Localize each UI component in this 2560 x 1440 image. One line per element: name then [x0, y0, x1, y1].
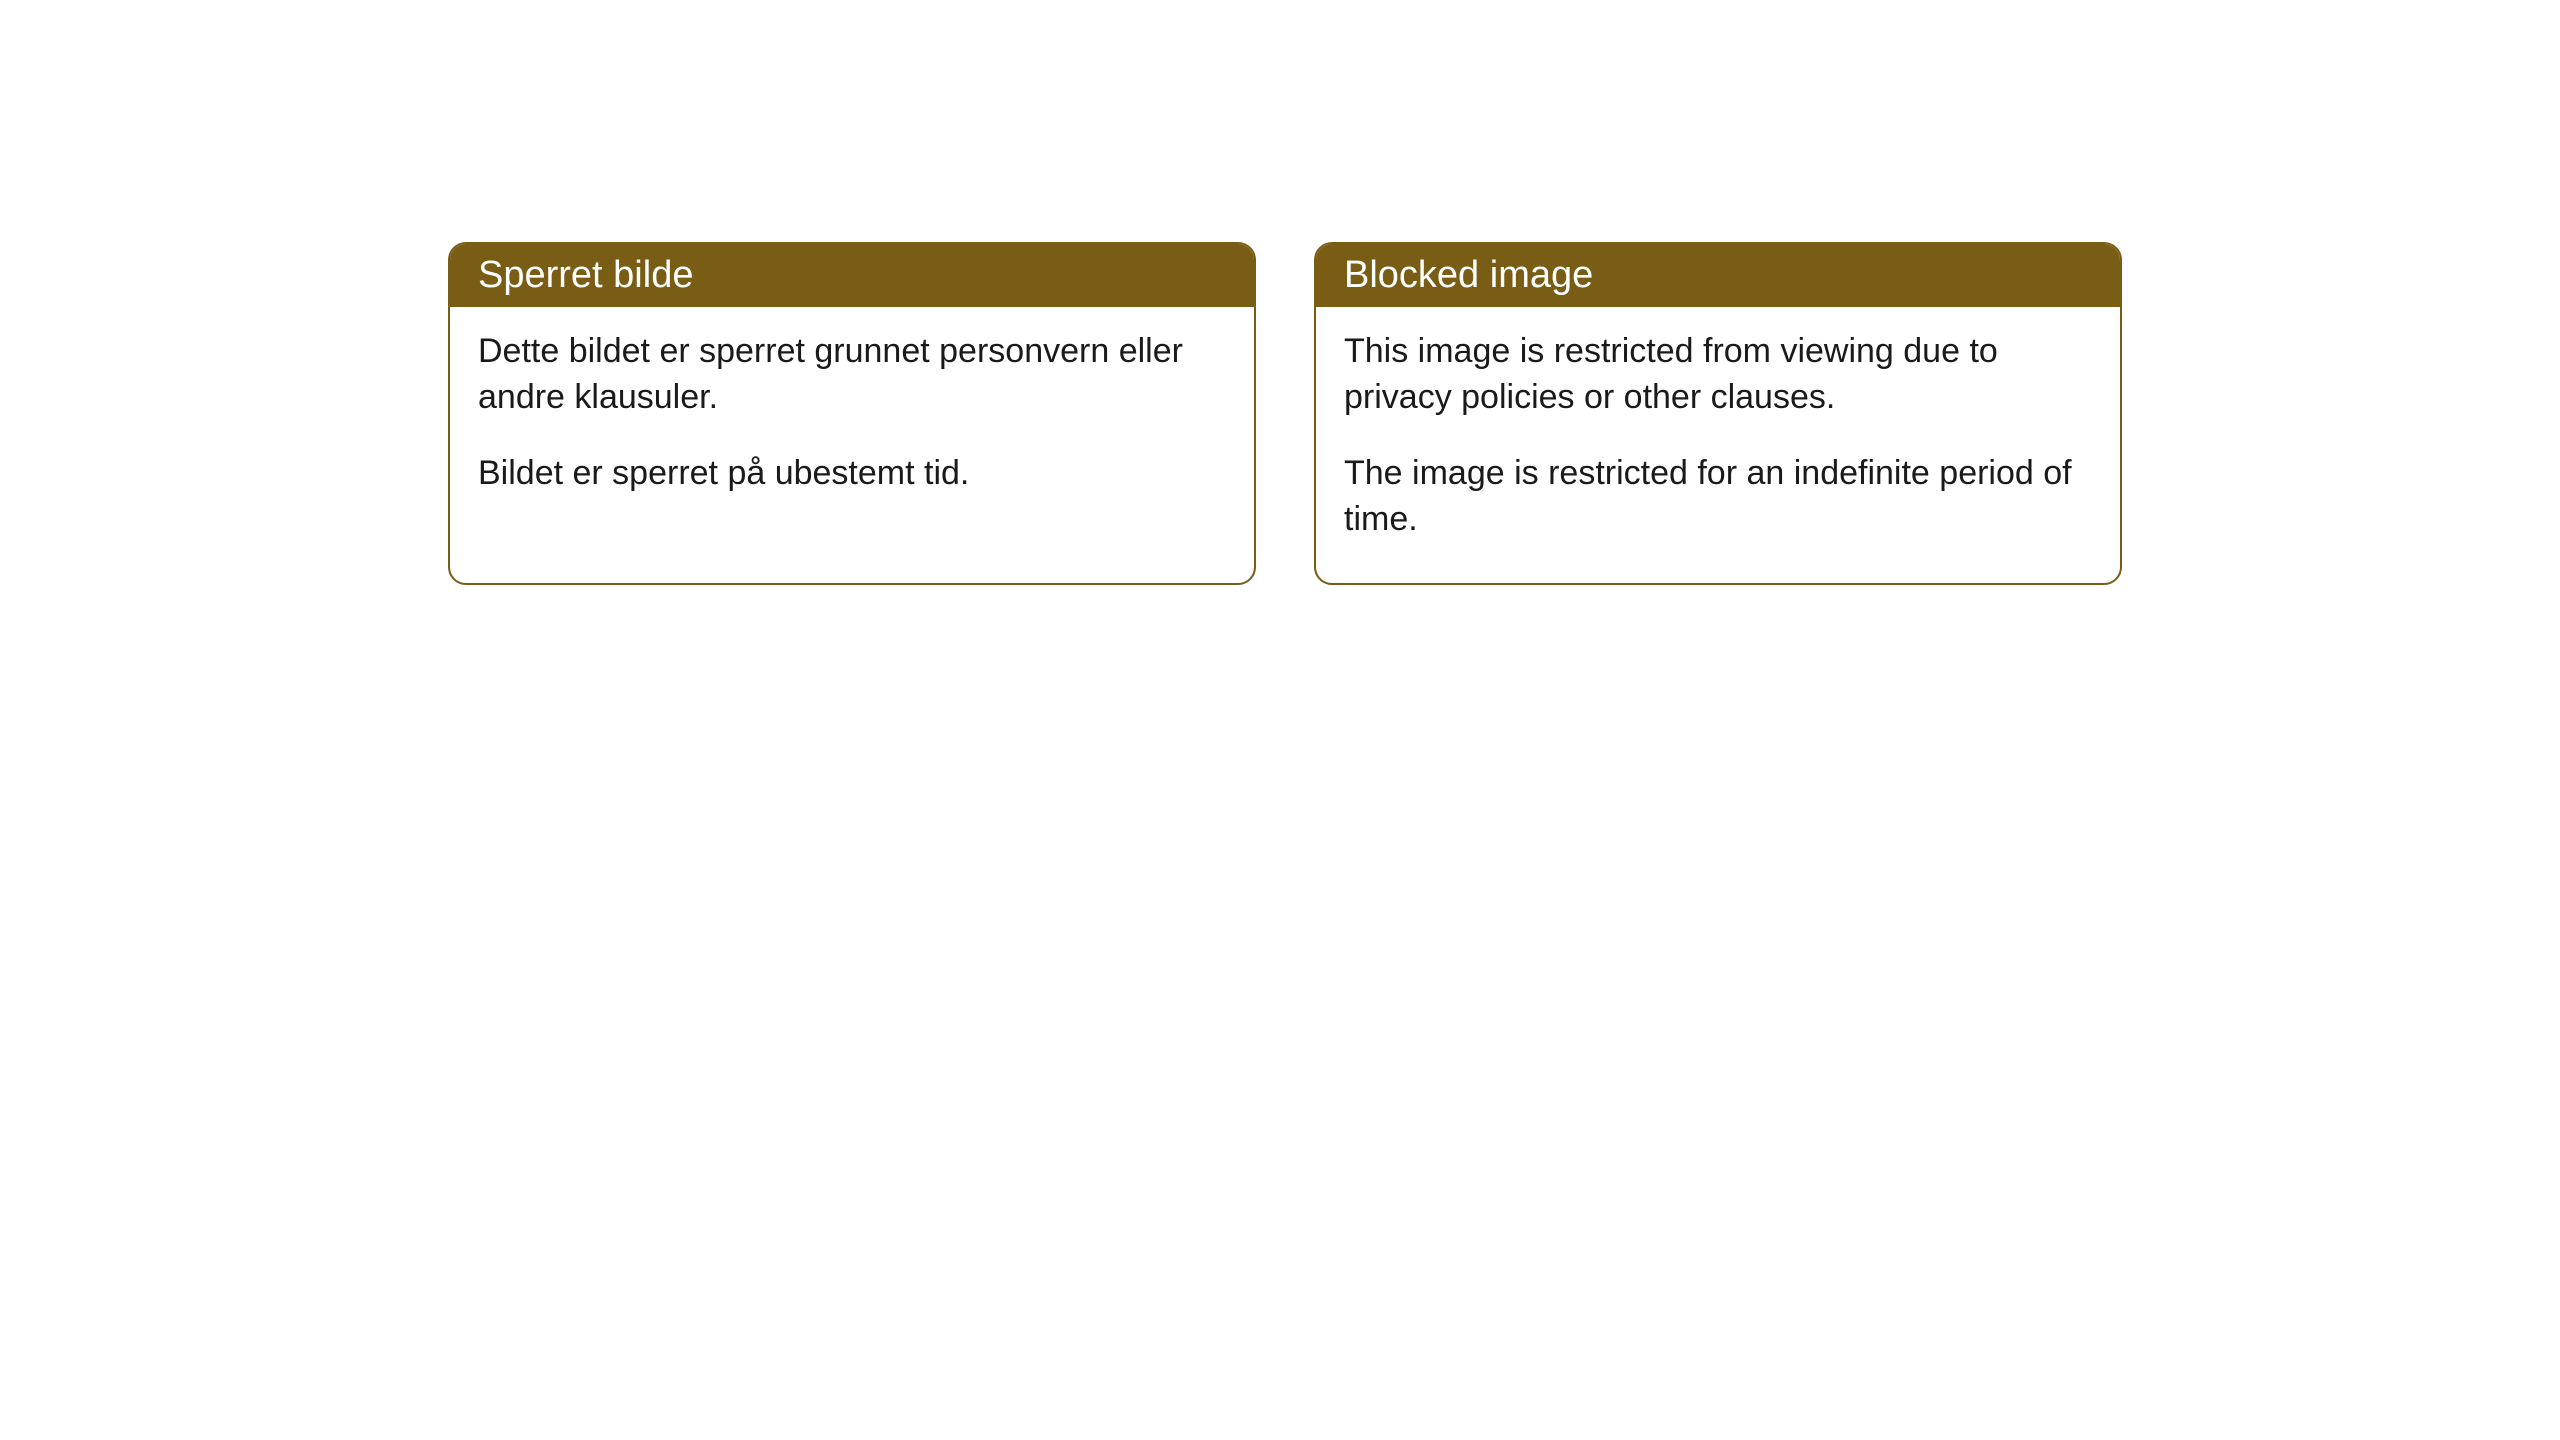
notice-cards-container: Sperret bilde Dette bildet er sperret gr…	[448, 242, 2122, 585]
notice-paragraph: This image is restricted from viewing du…	[1344, 329, 2092, 421]
notice-card-norwegian: Sperret bilde Dette bildet er sperret gr…	[448, 242, 1256, 585]
card-header: Blocked image	[1316, 244, 2120, 307]
notice-paragraph: Bildet er sperret på ubestemt tid.	[478, 451, 1226, 497]
card-title: Blocked image	[1344, 254, 1593, 296]
card-body: This image is restricted from viewing du…	[1316, 307, 2120, 583]
card-body: Dette bildet er sperret grunnet personve…	[450, 307, 1254, 537]
notice-paragraph: Dette bildet er sperret grunnet personve…	[478, 329, 1226, 421]
notice-card-english: Blocked image This image is restricted f…	[1314, 242, 2122, 585]
card-header: Sperret bilde	[450, 244, 1254, 307]
card-title: Sperret bilde	[478, 254, 693, 296]
notice-paragraph: The image is restricted for an indefinit…	[1344, 451, 2092, 543]
